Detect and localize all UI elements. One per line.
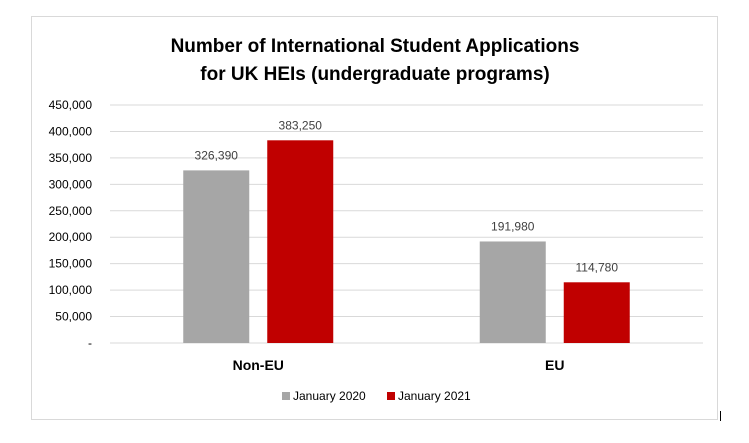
text-cursor — [720, 411, 721, 421]
bar — [267, 140, 334, 343]
chart-frame — [31, 16, 718, 420]
y-tick-label: 300,000 — [49, 177, 93, 191]
chart-title-line-1: Number of International Student Applicat… — [171, 36, 580, 57]
y-tick-label: 450,000 — [49, 98, 93, 112]
x-axis: Non-EU EU — [233, 357, 565, 373]
y-tick-label: 200,000 — [49, 230, 93, 244]
y-tick-label: 350,000 — [49, 151, 93, 165]
bar — [183, 170, 250, 343]
legend-swatch — [282, 392, 290, 400]
chart-title-line-2: for UK HEIs (undergraduate programs) — [200, 64, 549, 85]
legend-swatch — [387, 392, 395, 400]
legend-label: January 2020 — [293, 389, 366, 403]
y-tick-label: - — [88, 336, 92, 350]
y-tick-label: 50,000 — [55, 310, 92, 324]
y-axis: - 50,000 100,000 150,000 200,000 250,000 300,0… — [49, 98, 93, 350]
x-tick-label: Non-EU — [233, 357, 284, 373]
legend: January 2020 January 2021 — [282, 389, 471, 403]
data-label: 191,980 — [491, 219, 535, 233]
y-tick-label: 100,000 — [49, 283, 93, 297]
y-tick-label: 250,000 — [49, 204, 93, 218]
bar — [563, 282, 630, 343]
legend-label: January 2021 — [398, 389, 471, 403]
y-tick-label: 400,000 — [49, 124, 93, 138]
bars: 326,390 383,250 191,980 114,780 — [183, 118, 630, 343]
data-label: 383,250 — [279, 118, 323, 132]
y-tick-label: 150,000 — [49, 257, 93, 271]
bar — [479, 241, 546, 343]
data-label: 326,390 — [195, 148, 239, 162]
x-tick-label: EU — [545, 357, 564, 373]
gridlines — [110, 104, 703, 344]
data-label: 114,780 — [576, 260, 619, 274]
